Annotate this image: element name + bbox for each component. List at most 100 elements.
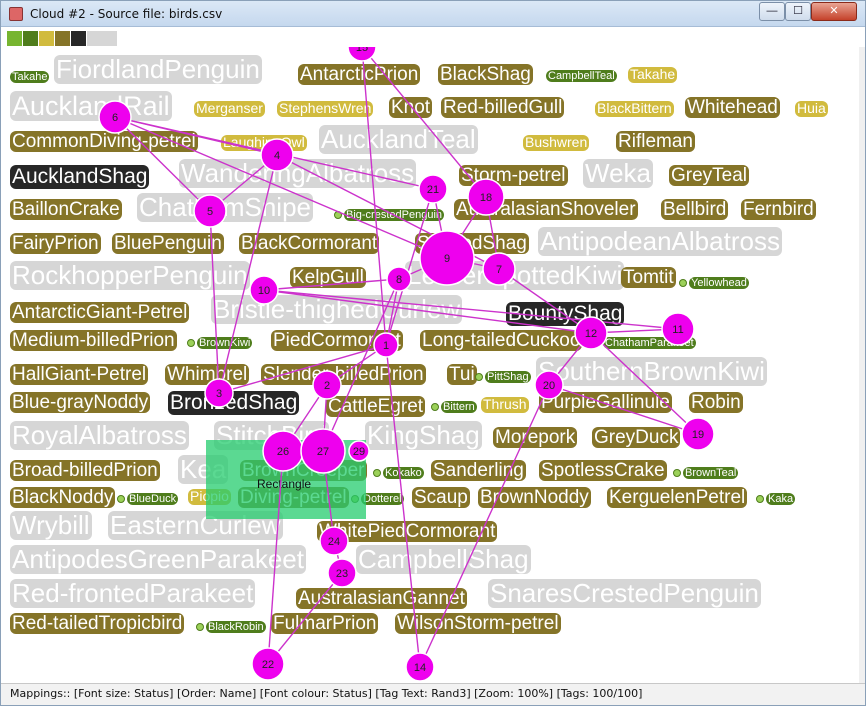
cloud-tag[interactable]: Tui — [447, 364, 477, 386]
graph-node-circle[interactable] — [386, 266, 412, 292]
cloud-tag[interactable]: BlackBittern — [595, 100, 674, 117]
cloud-tag[interactable]: BlackCormorant — [239, 233, 380, 255]
cloud-tag[interactable]: Tomtit — [621, 267, 676, 289]
graph-node-circle[interactable] — [661, 312, 695, 346]
cloud-tag[interactable]: Knot — [389, 97, 433, 119]
graph-node-circle[interactable] — [467, 178, 505, 216]
cloud-tag[interactable]: SouthernBrownKiwi — [536, 356, 767, 387]
cloud-tag[interactable]: BlueDuck — [127, 493, 179, 506]
cloud-tag[interactable]: BrownNoddy — [478, 487, 591, 509]
close-button[interactable]: ✕ — [811, 2, 857, 21]
cloud-tag[interactable]: WanderingAlbatross — [179, 158, 417, 189]
cloud-tag[interactable]: BlackShag — [438, 64, 533, 86]
cloud-tag[interactable]: SnaresCrestedPenguin — [488, 578, 761, 609]
cloud-tag[interactable]: Fernbird — [741, 199, 816, 221]
cloud-tag[interactable]: Takahe — [10, 71, 50, 84]
graph-node[interactable]: 14 — [405, 652, 435, 682]
cloud-tag[interactable]: Red-frontedParakeet — [10, 578, 256, 609]
cloud-tag[interactable]: Whimbrel — [165, 364, 250, 386]
palette-swatch[interactable] — [55, 31, 70, 46]
graph-node[interactable]: 4 — [260, 138, 294, 172]
graph-node-circle[interactable] — [681, 417, 715, 451]
graph-node[interactable]: 20 — [534, 370, 564, 400]
maximize-button[interactable]: ☐ — [785, 2, 811, 21]
cloud-tag[interactable]: FairyPrion — [10, 233, 101, 255]
graph-node[interactable]: 1 — [373, 332, 399, 358]
cloud-tag[interactable]: Red-tailedTropicbird — [10, 613, 185, 635]
cloud-tag[interactable]: KerguelenPetrel — [607, 487, 748, 509]
cloud-tag[interactable]: SpotlessCrake — [539, 460, 667, 482]
cloud-tag[interactable]: Thrush — [481, 396, 529, 413]
cloud-tag[interactable]: Long-tailedCuckoo — [420, 330, 583, 352]
graph-node[interactable]: 10 — [249, 275, 279, 305]
cloud-tag[interactable]: AntipodesGreenParakeet — [10, 544, 306, 575]
cloud-tag[interactable]: HallGiant-Petrel — [10, 364, 149, 386]
cloud-tag[interactable]: WhitePiedCormorant — [317, 521, 498, 543]
graph-node[interactable]: 21 — [418, 174, 448, 204]
palette-swatch[interactable] — [23, 31, 38, 46]
cloud-tag[interactable]: Takahe — [628, 66, 678, 83]
graph-node[interactable]: 22 — [251, 647, 285, 681]
cloud-tag[interactable]: AustralasianGannet — [296, 588, 467, 610]
cloud-tag[interactable]: BrownTeal — [683, 467, 739, 480]
cloud-tag[interactable]: Bittern — [441, 401, 477, 414]
cloud-tag[interactable]: Scaup — [412, 487, 470, 509]
graph-node[interactable]: 23 — [327, 558, 357, 588]
cloud-tag[interactable]: RockhopperPenguin — [10, 260, 250, 291]
cloud-tag[interactable]: BaillonCrake — [10, 199, 122, 221]
vertical-scrollbar[interactable] — [859, 47, 865, 683]
graph-node[interactable]: 6 — [98, 100, 132, 134]
graph-node[interactable]: 26 — [262, 430, 304, 472]
cloud-tag[interactable]: Whitehead — [685, 97, 780, 119]
cloud-tag[interactable]: Red-billedGull — [441, 97, 565, 119]
graph-node-circle[interactable] — [312, 370, 342, 400]
cloud-tag[interactable]: Medium-billedPrion — [10, 330, 177, 352]
palette-swatch[interactable] — [7, 31, 22, 46]
cloud-tag[interactable]: BluePenguin — [112, 233, 224, 255]
cloud-tag[interactable]: Huia — [795, 100, 828, 117]
cloud-tag[interactable]: Sanderling — [431, 460, 526, 482]
cloud-tag[interactable]: AucklandRail — [10, 91, 172, 122]
cloud-tag[interactable]: Robin — [689, 392, 743, 414]
cloud-tag[interactable]: CommonDiving-petrel — [10, 131, 198, 153]
cloud-tag[interactable]: CampbellTeal — [546, 70, 617, 83]
title-bar[interactable]: Cloud #2 - Source file: birds.csv — ☐ ✕ — [1, 1, 865, 27]
minimize-button[interactable]: — — [759, 2, 785, 21]
graph-node-circle[interactable] — [98, 100, 132, 134]
graph-node[interactable]: 18 — [467, 178, 505, 216]
graph-node-circle[interactable] — [260, 138, 294, 172]
palette-swatch[interactable] — [87, 31, 117, 46]
cloud-tag[interactable]: Weka — [583, 158, 653, 189]
cloud-tag[interactable]: Merganser — [194, 100, 265, 117]
graph-node[interactable]: 12 — [574, 316, 608, 350]
graph-node-circle[interactable] — [418, 174, 448, 204]
cloud-tag[interactable]: Kaka — [766, 493, 796, 506]
graph-node-circle[interactable] — [347, 47, 377, 62]
graph-node[interactable]: 3 — [204, 378, 234, 408]
cloud-tag[interactable]: RoyalAlbatross — [10, 420, 189, 451]
cloud-tag[interactable]: BronzedShag — [168, 391, 300, 415]
cloud-tag[interactable]: GreyTeal — [669, 165, 750, 187]
cloud-tag[interactable]: Broad-billedPrion — [10, 460, 160, 482]
graph-node-circle[interactable] — [300, 428, 346, 474]
cloud-tag[interactable]: AntarcticGiant-Petrel — [10, 302, 190, 324]
graph-node[interactable]: 5 — [193, 194, 227, 228]
graph-node-circle[interactable] — [348, 440, 370, 462]
cloud-tag[interactable]: CampbellShag — [356, 544, 531, 575]
cloud-tag[interactable]: BlackNoddy — [10, 487, 116, 509]
cloud-tag[interactable]: StephensWren — [277, 100, 374, 117]
cloud-tag[interactable]: AucklandTeal — [319, 124, 478, 155]
cloud-tag[interactable]: PurpleGallinule — [539, 392, 672, 414]
cloud-tag[interactable]: PittShag — [485, 371, 531, 384]
graph-node[interactable]: 19 — [681, 417, 715, 451]
graph-node-circle[interactable] — [251, 647, 285, 681]
cloud-tag[interactable]: Wrybill — [10, 510, 92, 541]
cloud-tag[interactable]: FulmarPrion — [271, 613, 379, 635]
cloud-tag[interactable]: CattleEgret — [326, 396, 426, 418]
graph-node[interactable]: 11 — [661, 312, 695, 346]
cloud-tag[interactable]: Kokako — [383, 467, 424, 480]
graph-node-circle[interactable] — [482, 252, 516, 286]
tag-cloud-canvas[interactable]: Takahe FiordlandPenguin AntarcticPrion Blac… — [1, 47, 865, 683]
graph-node[interactable]: 27 — [300, 428, 346, 474]
graph-node-circle[interactable] — [249, 275, 279, 305]
